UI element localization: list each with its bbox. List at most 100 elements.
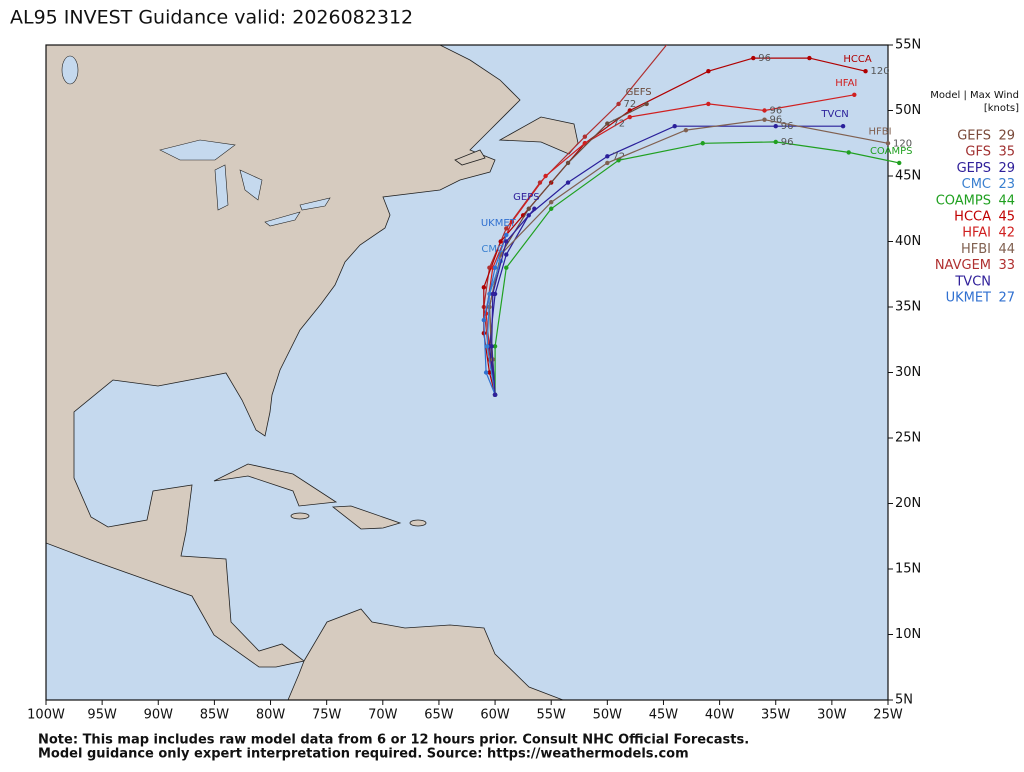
track-point	[549, 206, 554, 211]
track-point	[700, 141, 705, 146]
y-tick-label: 50N	[895, 103, 921, 118]
hour-label: 96	[770, 106, 783, 117]
y-tick-label: 15N	[895, 562, 921, 577]
footer-note: Model guidance only expert interpretatio…	[38, 747, 689, 762]
land	[46, 45, 579, 700]
y-tick-label: 30N	[895, 365, 921, 380]
title: AL95 INVEST Guidance valid: 2026082312	[10, 7, 413, 29]
legend-wind: 44	[998, 193, 1015, 208]
track-point	[762, 117, 767, 122]
track-point	[683, 127, 689, 133]
hour-label: 96	[758, 53, 771, 64]
x-tick-label: 40W	[705, 708, 735, 723]
x-tick-label: 30W	[817, 708, 847, 723]
track-name: CMC	[481, 244, 504, 255]
track-point	[543, 173, 548, 179]
hour-label: 72	[612, 151, 625, 162]
legend-model: GEFS	[957, 129, 991, 144]
track-point	[504, 232, 509, 238]
legend-model: CMC	[962, 177, 991, 192]
x-tick-label: 45W	[649, 708, 679, 723]
x-tick-label: 75W	[312, 708, 342, 723]
track-point	[504, 239, 509, 244]
track-point	[807, 55, 812, 61]
legend-wind: 45	[998, 210, 1015, 225]
track-point	[492, 344, 498, 349]
hour-label: 72	[612, 119, 625, 130]
track-point	[605, 121, 610, 126]
track-point	[492, 392, 498, 397]
legend-wind: 33	[998, 258, 1015, 273]
track-point	[481, 317, 487, 323]
x-tick-label: 60W	[480, 708, 510, 723]
y-tick-label: 10N	[895, 627, 921, 642]
legend-model: TVCN	[954, 274, 991, 289]
x-tick-label: 70W	[368, 708, 398, 723]
track-point	[498, 239, 503, 244]
track-point	[504, 252, 509, 257]
track-point	[549, 200, 554, 205]
track-name: TVCN	[820, 109, 848, 120]
track-point	[490, 291, 496, 297]
legend-wind: 29	[998, 161, 1015, 176]
legend-wind: 35	[998, 145, 1015, 160]
track-point	[504, 226, 509, 231]
legend-model: HFBI	[961, 242, 991, 257]
track-point	[565, 180, 571, 185]
track-name: NAVGEM	[651, 11, 694, 22]
legend-units: [knots]	[984, 103, 1019, 114]
x-tick-label: 65W	[424, 708, 454, 723]
legend-wind: 27	[998, 291, 1015, 306]
track-point	[487, 370, 492, 375]
legend-model: UKMET	[946, 291, 991, 306]
legend-wind: 44	[998, 242, 1015, 257]
y-tick-label: 35N	[895, 300, 921, 315]
track-point	[644, 101, 649, 107]
track-point	[483, 370, 489, 375]
x-tick-label: 50W	[593, 708, 623, 723]
track-point	[605, 160, 610, 166]
track-point	[605, 154, 610, 159]
track-point	[852, 92, 857, 97]
track-point	[773, 139, 778, 145]
hour-label: 96	[781, 137, 794, 148]
x-tick-label: 25W	[873, 708, 903, 723]
track-line	[486, 260, 502, 395]
y-tick-label: 55N	[895, 38, 921, 53]
track-point	[481, 285, 487, 290]
track-name: HCCA	[843, 54, 871, 65]
legend-model: NAVGEM	[935, 258, 991, 273]
track-point	[885, 141, 891, 146]
track-point	[532, 206, 537, 211]
y-tick-label: 45N	[895, 169, 921, 184]
x-tick-label: 90W	[144, 708, 174, 723]
track-point	[627, 114, 632, 120]
track-point	[897, 160, 902, 166]
track-name: HFBI	[868, 126, 891, 137]
track-point	[773, 124, 778, 129]
hour-label: 120	[871, 66, 890, 77]
track-point	[706, 101, 711, 107]
legend-model: GFS	[965, 145, 991, 160]
track-point	[672, 124, 677, 129]
x-tick-label: 80W	[256, 708, 286, 723]
footer-note: Note: This map includes raw model data f…	[38, 733, 749, 748]
hour-label: 96	[781, 121, 794, 132]
track-point	[526, 206, 531, 211]
x-tick-label: 35W	[761, 708, 791, 723]
x-tick-label: 85W	[200, 708, 230, 723]
track-name: GEPS	[513, 192, 539, 203]
track-point	[485, 344, 490, 349]
legend-wind: 29	[998, 129, 1015, 144]
legend-wind: 42	[998, 226, 1015, 241]
y-tick-label: 5N	[895, 693, 913, 708]
legend-model: HFAI	[962, 226, 991, 241]
track-point	[846, 150, 851, 155]
track-point	[509, 219, 515, 225]
legend-model: GEPS	[957, 161, 991, 176]
track-point	[487, 291, 492, 297]
x-tick-label: 100W	[27, 708, 65, 723]
track-name: UKMET	[481, 218, 517, 229]
